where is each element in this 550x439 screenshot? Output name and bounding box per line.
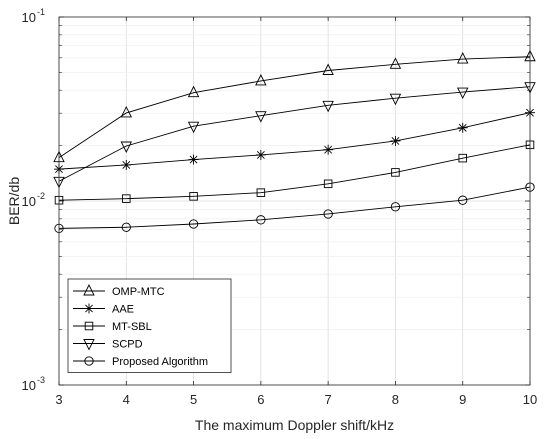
legend-label: Proposed Algorithm	[112, 356, 208, 368]
data-point-square	[256, 188, 266, 197]
data-point-square	[323, 179, 333, 189]
y-tick-exponent: -2	[37, 191, 45, 201]
asterisk-stroke	[324, 145, 333, 154]
data-point-triangle-down	[187, 121, 200, 134]
legend-label: MT-SBL	[112, 321, 152, 333]
legend-item: SCPD	[73, 339, 143, 351]
data-point-asterisk	[255, 149, 266, 160]
data-point-triangle-up	[255, 73, 267, 86]
legend-item: OMP-MTC	[73, 283, 165, 298]
y-tick-label: 10	[22, 10, 36, 25]
y-tick-exponent: -3	[37, 375, 45, 385]
data-point-triangle-down	[322, 100, 334, 113]
x-tick-label: 6	[257, 392, 264, 407]
y-axis-label: BER/db	[6, 177, 22, 225]
x-axis-label: The maximum Doppler shift/kHz	[195, 417, 394, 433]
data-point-triangle-up	[456, 52, 469, 64]
y-tick-label: 10	[22, 378, 36, 393]
data-point-circle	[121, 222, 131, 232]
legend-label: AAE	[112, 304, 134, 316]
data-point-triangle-down	[456, 87, 469, 100]
data-point-triangle-up	[83, 283, 95, 296]
data-point-triangle-up	[187, 85, 200, 98]
data-point-triangle-up	[389, 57, 402, 69]
data-point-square	[391, 168, 400, 177]
data-point-triangle-down	[389, 93, 402, 106]
x-tick-label: 4	[123, 392, 130, 407]
y-tick-exponent: -1	[37, 7, 45, 17]
x-tick-label: 10	[523, 392, 537, 407]
legend-item: AAE	[73, 303, 134, 316]
data-point-circle	[323, 209, 333, 219]
x-tick-label: 8	[392, 392, 399, 407]
x-tick-label: 9	[459, 392, 466, 407]
legend-label: SCPD	[112, 339, 143, 351]
y-tick-label: 10	[22, 194, 36, 209]
data-point-square	[189, 192, 198, 201]
series-proposed-algorithm	[54, 182, 535, 234]
x-tick-label: 7	[325, 392, 332, 407]
series-line	[58, 186, 531, 229]
legend-box	[67, 278, 232, 373]
series-line	[58, 86, 531, 182]
data-point-triangle-up	[120, 105, 133, 118]
data-point-square	[122, 194, 131, 203]
data-point-square	[458, 153, 467, 163]
legend: OMP-MTC AAE MT-SBL SCPD Proposed Algorithm	[67, 278, 232, 373]
data-point-asterisk	[390, 135, 401, 146]
series-line	[58, 56, 531, 159]
data-point-asterisk	[121, 159, 132, 170]
data-point-asterisk	[84, 303, 94, 314]
data-point-circle	[188, 219, 199, 229]
series-line	[58, 144, 531, 201]
legend-item: Proposed Algorithm	[73, 356, 208, 368]
data-point-circle	[458, 195, 468, 205]
data-point-circle	[256, 215, 266, 225]
data-point-asterisk	[188, 154, 199, 165]
data-point-circle	[84, 356, 94, 366]
data-point-triangle-down	[83, 339, 95, 351]
data-point-asterisk	[323, 144, 334, 155]
asterisk-stroke	[189, 155, 198, 164]
data-point-triangle-up	[322, 63, 334, 75]
series-line	[58, 112, 531, 170]
data-point-square	[84, 321, 94, 331]
grid-lines	[58, 17, 531, 386]
asterisk-stroke	[391, 137, 400, 145]
series-omp-mtc	[53, 49, 536, 163]
x-tick-label: 5	[190, 392, 197, 407]
asterisk-stroke	[256, 151, 265, 159]
legend-label: OMP-MTC	[112, 286, 165, 298]
data-point-asterisk	[457, 122, 468, 133]
x-tick-label: 3	[55, 392, 62, 407]
asterisk-stroke	[85, 304, 93, 313]
asterisk-stroke	[458, 123, 467, 132]
data-point-triangle-down	[255, 111, 267, 123]
legend-item: MT-SBL	[73, 321, 152, 333]
series-layer	[53, 49, 536, 234]
data-point-circle	[390, 202, 401, 212]
data-point-triangle-down	[120, 141, 133, 154]
asterisk-stroke	[122, 161, 131, 169]
